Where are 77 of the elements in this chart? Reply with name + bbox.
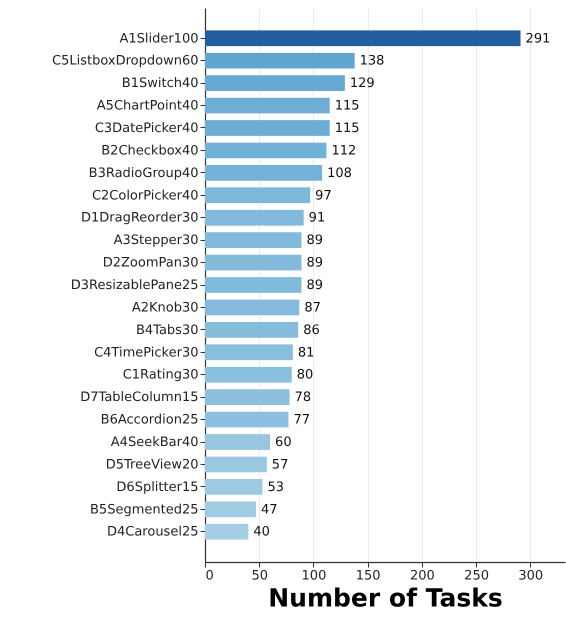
y-tick-label: D4Carousel25 [106,524,198,540]
data-label: 86 [303,322,320,338]
bar [205,344,293,360]
x-tick-label: 100 [302,568,326,584]
data-label: 81 [298,345,314,360]
y-tick-label: C2ColorPicker40 [92,188,198,204]
y-tick-label: B1Switch40 [122,76,198,92]
data-label: 115 [334,120,360,136]
y-tick-label: C1Rating30 [122,368,198,383]
data-label: 129 [350,76,375,92]
y-tick-label: A4SeekBar40 [110,435,198,450]
bar [205,434,270,450]
bar [205,322,298,338]
bar [205,366,292,383]
bar [205,30,521,46]
bar [205,277,302,293]
data-label: 77 [293,412,310,428]
data-label: 291 [526,31,550,46]
data-label: 80 [296,368,314,383]
bar [205,232,302,248]
y-tick-label: C5ListboxDropdown60 [52,54,198,69]
bar [205,254,302,270]
x-tick-label: 150 [356,568,381,584]
x-tick-label: 300 [518,568,544,584]
y-tick-label: A5ChartPoint40 [96,98,198,114]
y-tick-label: D3ResizablePane25 [70,278,198,293]
y-tick-label: A1Slider100 [119,31,198,46]
x-axis-title: Number of Tasks [268,584,503,612]
y-tick-label: D7TableColumn15 [80,390,198,406]
y-tick-label: D5TreeView20 [106,457,198,472]
data-label: 40 [253,524,270,540]
bar [205,389,290,405]
bar [205,479,262,495]
data-label: 89 [306,278,324,293]
bar [205,210,304,226]
bar [205,412,288,428]
y-tick-label: D1DragReorder30 [80,210,198,226]
bar [205,52,355,69]
y-tick-label: D6Splitter15 [116,480,198,495]
data-label: 47 [260,502,278,518]
x-tick-label: 0 [206,568,214,584]
y-tick-label: D2ZoomPan30 [102,256,198,271]
data-label: 89 [306,256,324,271]
x-tick-label: 50 [251,568,268,584]
data-label: 53 [267,480,284,495]
data-label: 115 [334,98,360,114]
data-label: 91 [308,210,326,226]
y-tick-label: B6Accordion25 [100,412,198,428]
y-tick-label: B3RadioGroup40 [88,166,198,181]
x-tick-label: 200 [410,568,435,584]
bar [205,98,330,114]
data-label: 57 [272,457,288,472]
y-tick-label: A2Knob30 [132,300,198,316]
data-label: 138 [360,54,384,69]
bar [205,142,326,158]
data-label: 108 [327,166,352,181]
data-label: 78 [294,390,312,406]
bar [205,456,267,472]
y-tick-label: C3DatePicker40 [94,120,198,136]
x-tick-label: 250 [464,568,489,584]
data-label: 112 [331,143,356,158]
data-label: 97 [315,188,332,204]
data-label: 89 [306,233,324,248]
y-tick-label: B4Tabs30 [136,322,198,338]
bar [205,501,256,518]
bar [205,524,248,540]
bar [205,120,330,136]
bar [205,165,322,181]
data-label: 60 [275,435,292,450]
data-label: 87 [304,300,321,316]
y-tick-label: B5Segmented25 [90,502,198,518]
y-tick-label: A3Stepper30 [114,233,198,248]
y-tick-label: B2Checkbox40 [101,143,198,158]
bar [205,187,310,204]
bar [205,300,300,316]
y-tick-label: C4TimePicker30 [94,345,198,360]
bar [205,75,345,91]
